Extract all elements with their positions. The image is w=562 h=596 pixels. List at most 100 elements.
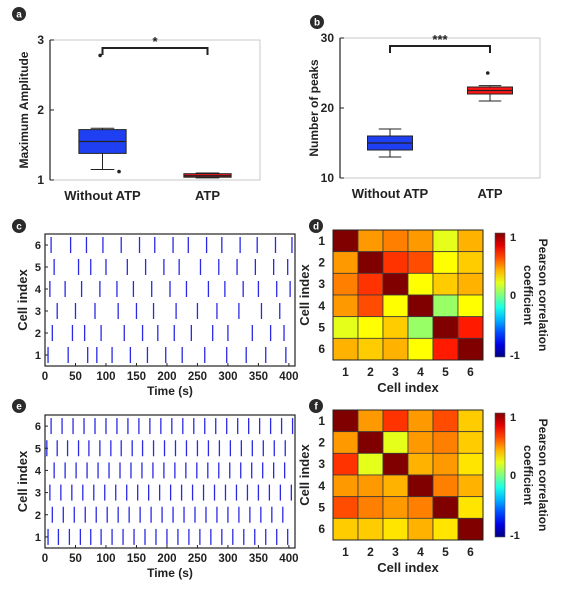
panel-f: 1 1 2 2 3 3 4 4 5 5 6 6 Cell index Cell index 1 0 -1 Pear… [297,409,550,575]
colorbar-tick-label: -1 [510,530,520,542]
y-tick-label: 1 [35,350,41,362]
heatmap-cell [357,431,384,454]
plot-frame [44,414,296,549]
heatmap-cell [382,316,409,339]
y-tick-label: 6 [318,342,325,356]
significance-marker: * [152,34,158,49]
y-tick-label: 30 [321,31,335,45]
outlier-point [117,169,121,174]
heatmap-cell [457,272,484,296]
heatmap-cell [457,452,484,476]
panel-label-d: d [313,222,319,233]
panel-a: 1 2 3 Maximum Amplitude Without ATP ATP * [17,33,261,203]
heatmap-cell [357,251,384,274]
x-tick-label: Without ATP [64,188,141,203]
plot-frame [339,37,541,179]
x-tick-label: 200 [157,371,176,383]
heatmap-cell [332,316,359,339]
heatmap-cell [457,409,484,433]
colorbar [494,232,506,358]
x-axis-label: Cell index [377,560,439,575]
y-tick-label: 20 [321,101,335,115]
x-tick-label: 5 [442,545,449,559]
x-tick-label: 4 [417,365,424,379]
significance-marker: *** [432,32,448,47]
x-tick-label: 100 [96,553,115,565]
x-tick-label: 50 [69,371,82,383]
heatmap-cell [357,409,384,433]
x-tick-label: 0 [42,553,48,565]
heatmap-cell [332,251,359,274]
x-tick-label: 200 [157,553,176,565]
y-tick-label: 5 [35,443,41,455]
heatmap-frame [332,409,484,541]
x-tick-label: ATP [477,186,502,201]
y-tick-label: 4 [35,284,42,296]
heatmap-cell [382,452,409,476]
heatmap-cell [357,517,384,541]
x-tick-label: 150 [127,553,146,565]
y-tick-label: 6 [35,421,41,433]
x-tick-label: 1 [342,365,349,379]
y-axis-label: Cell index [297,264,312,326]
y-axis-label: Maximum Amplitude [17,51,31,168]
heatmap-cell [432,229,459,253]
x-tick-label: 5 [442,365,449,379]
heatmap-cell [382,294,409,318]
x-tick-label: 300 [218,553,237,565]
colorbar-tick-label: 1 [510,232,516,244]
x-tick-label: 2 [367,365,374,379]
heatmap-cell [332,431,359,454]
heatmap-cell [407,496,434,519]
x-tick-label: 250 [188,553,207,565]
y-tick-label: 4 [318,299,325,313]
x-tick-label: 100 [96,371,115,383]
y-tick-label: 6 [35,240,41,252]
heatmap-cell [357,229,384,253]
x-tick-label: 350 [249,371,268,383]
y-tick-label: 4 [35,465,42,477]
heatmap-cell [382,496,409,519]
y-tick-label: 2 [37,103,44,117]
heatmap-cell [457,251,484,274]
colorbar-tick-label: 0 [510,470,516,482]
y-tick-label: 5 [35,262,41,274]
panel-label-c: c [16,222,22,233]
panel-badge-d [309,219,323,233]
panel-badge-c [12,219,26,233]
heatmap-cell [457,229,484,253]
heatmap-cell [407,409,434,433]
panel-c: 1 2 3 4 5 6 0 50 100 150 200 250 300 350 400 Time (s) Ce… [15,233,298,398]
x-tick-label: 150 [127,371,146,383]
heatmap-frame [332,229,484,361]
heatmap-cell [432,474,459,498]
heatmap-cell [357,474,384,498]
heatmap-cell [457,474,484,498]
heatmap-cell [432,251,459,274]
x-tick-label: 2 [367,545,374,559]
y-tick-label: 3 [37,33,44,47]
x-axis-label: Time (s) [147,566,193,580]
heatmap-cell [432,431,459,454]
x-tick-label: 350 [249,553,268,565]
heatmap-cell [332,294,359,318]
y-tick-label: 2 [35,510,41,522]
heatmap-cell [332,409,359,433]
y-tick-label: 1 [318,414,325,428]
panel-badge-e [12,399,26,413]
plot-frame [44,233,296,367]
y-tick-label: 5 [318,321,325,335]
panel-label-f: f [314,402,318,413]
heatmap-cell [382,272,409,296]
heatmap-cell [407,517,434,541]
x-tick-label: 300 [218,371,237,383]
heatmap-cell [407,229,434,253]
y-tick-label: 1 [37,173,44,187]
y-tick-label: 10 [321,171,335,185]
x-tick-label: 3 [392,365,399,379]
colorbar-label: Pearson correlation [536,239,550,352]
heatmap-cell [407,251,434,274]
heatmap-cell [357,452,384,476]
heatmap-cell [457,337,484,361]
